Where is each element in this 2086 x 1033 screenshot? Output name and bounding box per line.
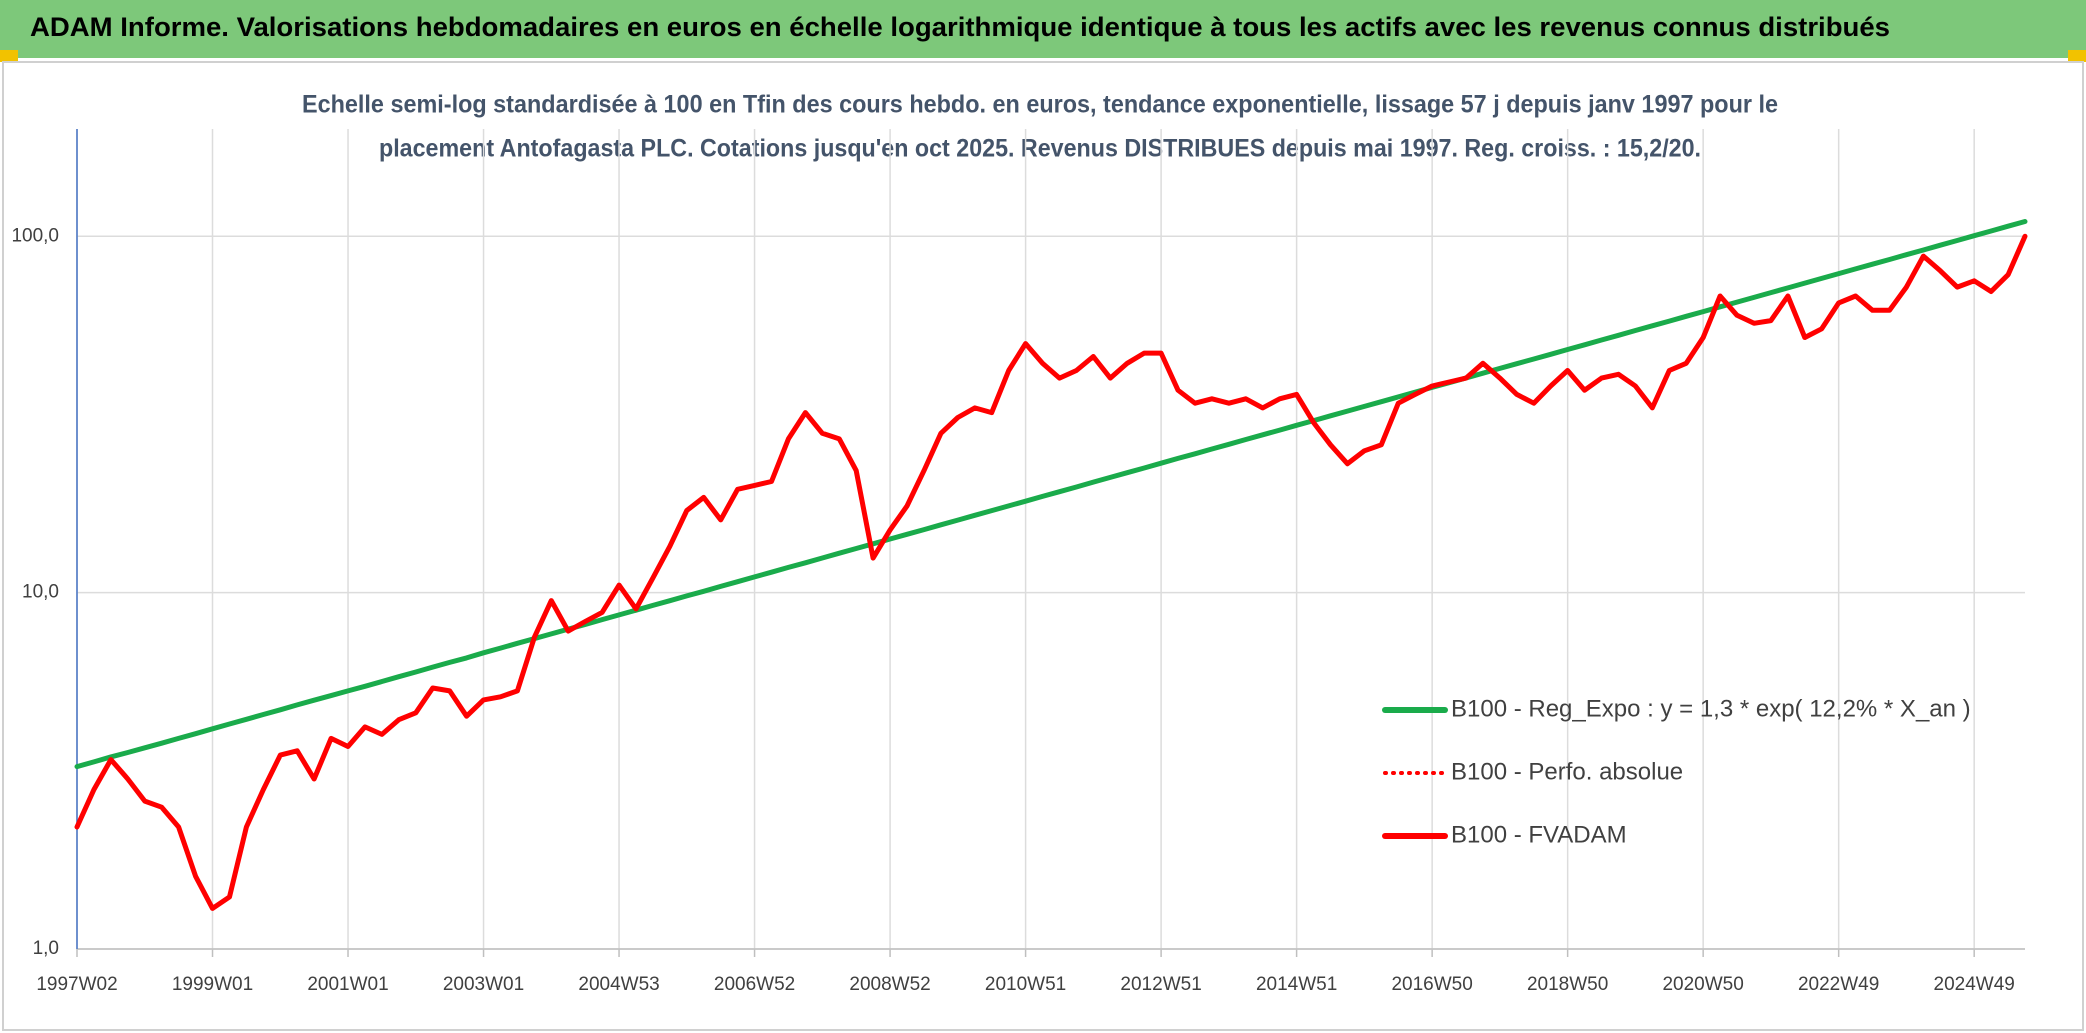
x-tick-label: 2004W53 [578, 974, 659, 995]
title-banner [0, 0, 2086, 58]
y-tick-label: 100,0 [11, 225, 59, 246]
x-tick-label: 2014W51 [1256, 974, 1337, 995]
x-tick-label: 2020W50 [1662, 974, 1743, 995]
x-tick-label: 1997W02 [36, 974, 117, 995]
x-tick-label: 1999W01 [172, 974, 253, 995]
chart-frame [2, 61, 2084, 1031]
x-tick-label: 2010W51 [985, 974, 1066, 995]
x-tick-label: 2018W50 [1527, 974, 1608, 995]
corner-mark [2068, 50, 2086, 62]
chart-title: ADAM Informe. Valorisations hebdomadaire… [30, 12, 1890, 42]
y-tick-label: 1,0 [33, 938, 59, 959]
x-tick-label: 2022W49 [1798, 974, 1879, 995]
y-tick-label: 10,0 [22, 582, 59, 603]
legend-label: B100 - Perfo. absolue [1451, 758, 1683, 785]
legend-label: B100 - Reg_Expo : y = 1,3 * exp( 12,2% *… [1451, 695, 1971, 722]
x-tick-label: 2024W49 [1934, 974, 2015, 995]
x-tick-label: 2012W51 [1120, 974, 1201, 995]
legend-label: B100 - FVADAM [1451, 821, 1627, 848]
x-tick-label: 2001W01 [307, 974, 388, 995]
chart-subtitle: placement Antofagasta PLC. Cotations jus… [379, 135, 1701, 163]
chart-subtitle: Echelle semi-log standardisée à 100 en T… [302, 91, 1778, 119]
series-line [74, 233, 2028, 911]
x-tick-label: 2006W52 [714, 974, 795, 995]
x-tick-label: 2008W52 [849, 974, 930, 995]
x-tick-label: 2003W01 [443, 974, 524, 995]
series-line [74, 219, 2028, 770]
corner-mark [0, 50, 18, 62]
x-tick-label: 2016W50 [1391, 974, 1472, 995]
